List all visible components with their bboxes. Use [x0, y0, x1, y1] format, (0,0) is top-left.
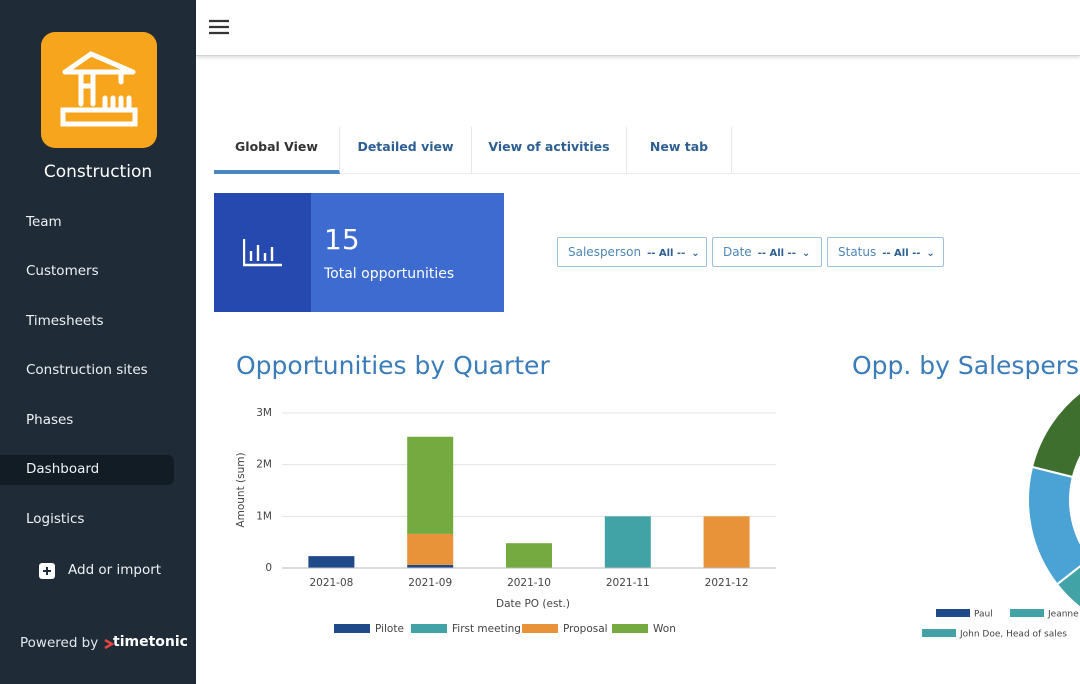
legend-label: John Doe, Head of sales: [959, 630, 1067, 640]
legend-label: Jeanne: [1047, 610, 1079, 620]
donut-segment: [1027, 465, 1080, 586]
brand-mark: [104, 639, 114, 649]
legend-label: First meeting: [452, 623, 521, 635]
top-bar: [196, 0, 1080, 56]
legend-swatch: [612, 624, 648, 633]
nav-item[interactable]: Customers: [26, 263, 99, 279]
legend-label: Pilote: [375, 623, 404, 635]
brand: timetonic: [113, 634, 188, 650]
x-tick-label: 2021-10: [507, 577, 551, 589]
x-tick-label: 2021-11: [606, 577, 650, 589]
legend-swatch: [1010, 609, 1044, 617]
donut-title: Opp. by Salesperson: [852, 351, 1080, 380]
powered-by: Powered by: [20, 635, 99, 651]
y-tick-label: 2M: [256, 459, 272, 471]
nav-item[interactable]: Timesheets: [26, 313, 104, 329]
x-axis-label: Date PO (est.): [496, 598, 570, 610]
app-logo[interactable]: [41, 32, 157, 148]
bar-segment: [407, 436, 454, 534]
x-tick-label: 2021-12: [705, 577, 749, 589]
nav-item[interactable]: Phases: [26, 412, 74, 428]
tab[interactable]: View of activities: [472, 127, 627, 173]
legend-swatch: [522, 624, 558, 633]
menu-icon[interactable]: [209, 19, 229, 35]
bar-segment: [604, 516, 651, 568]
filter[interactable]: Status -- All -- ⌄: [827, 237, 944, 267]
kpi-icon: [243, 239, 282, 267]
bar-segment: [407, 533, 454, 565]
add-import[interactable]: Add or import: [68, 562, 162, 578]
kpi-card: 15 Total opportunities: [214, 193, 504, 312]
bar-segment: [308, 556, 355, 568]
tab-line: [214, 173, 1080, 174]
y-tick-label: 3M: [256, 407, 272, 419]
filter[interactable]: Date -- All -- ⌄: [712, 237, 822, 267]
nav-item[interactable]: Construction sites: [26, 362, 148, 378]
nav-item[interactable]: Team: [26, 214, 62, 230]
active-highlight: [0, 455, 174, 485]
legend-label: Paul: [974, 610, 993, 620]
legend-swatch: [411, 624, 447, 633]
add-icon: [39, 563, 55, 579]
tab[interactable]: New tab: [627, 127, 732, 173]
app-name: Construction: [43, 162, 153, 182]
donut-segment: [1030, 391, 1080, 479]
tab[interactable]: Detailed view: [340, 127, 472, 173]
legend-label: Proposal: [563, 623, 608, 635]
filter-label: Date: [723, 245, 752, 259]
sidebar: Construction Team Customers Timesheets C…: [0, 0, 196, 684]
filter-value: -- All --: [882, 248, 921, 259]
filter-label: Status: [838, 245, 877, 259]
x-tick-label: 2021-08: [309, 577, 353, 589]
donut: [1027, 391, 1080, 609]
y-axis-label: Amount (sum): [235, 452, 247, 527]
legend-label: Won: [653, 623, 676, 635]
x-tick-label: 2021-09: [408, 577, 452, 589]
tab[interactable]: Global View: [214, 127, 340, 174]
nav-item[interactable]: Logistics: [26, 511, 85, 527]
y-tick-label: 1M: [256, 510, 272, 522]
filter-value: -- All --: [757, 248, 796, 259]
kpi-label: Total opportunities: [324, 266, 455, 282]
filter-label: Salesperson: [568, 245, 642, 259]
bar-segment: [407, 564, 454, 568]
filter[interactable]: Salesperson -- All -- ⌄: [557, 237, 707, 267]
chart-title: Opportunities by Quarter: [236, 351, 550, 380]
legend-swatch: [922, 629, 956, 637]
y-tick-label: 0: [265, 562, 272, 574]
bar-segment: [506, 543, 552, 568]
bar-segment: [703, 516, 750, 568]
legend-swatch: [936, 609, 970, 617]
filter-value: -- All --: [647, 248, 686, 259]
nav-item[interactable]: Dashboard: [26, 461, 100, 477]
kpi-value: 15: [324, 223, 360, 256]
legend-swatch: [334, 624, 370, 633]
